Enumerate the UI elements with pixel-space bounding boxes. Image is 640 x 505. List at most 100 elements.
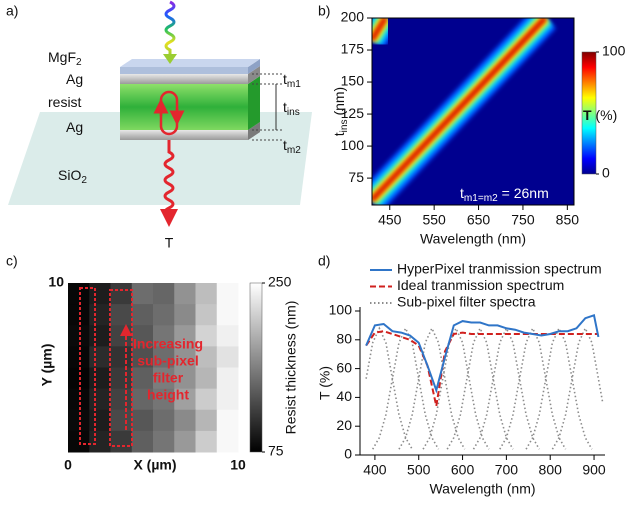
thickness-cell [89,388,111,411]
annotation: tm1=m2 = 26nm [460,185,549,204]
thickness-cell [195,388,218,411]
thickness-cell [174,388,196,411]
mgf2-right [248,59,260,74]
resonance-band [372,18,387,41]
x-axis-label: X (µm) [133,457,176,473]
y-axis-label: tins (nm) [331,87,350,136]
annotation-sub: m1=m2 [464,193,498,204]
y-axis-label-rest: (nm) [331,87,347,120]
y-axis-label: Y (µm) [39,344,55,387]
y-tick-label: 40 [336,388,352,404]
thickness-cell [216,346,239,368]
thickness-cell [110,283,133,305]
thickness-cell [195,430,218,453]
layer-label-main: Ag [66,119,83,135]
y-axis-label: T (%) [317,366,333,400]
thickness-label-main: t [283,71,287,87]
series-line [365,326,604,450]
thickness-label-main: t [283,99,287,115]
plot-frame [371,17,575,206]
thickness-label-sub: ins [287,107,300,118]
y-tick-label: 20 [336,417,352,433]
thickness-cell [216,304,239,326]
thickness-cell [131,388,154,411]
mgf2-top [120,59,260,67]
thickness-cell [110,346,133,368]
y-tick-label: 10 [48,274,64,290]
thickness-cell [216,388,239,411]
annotation-line: Increasing [133,336,203,352]
colorbar-tick-label: 0 [602,165,610,181]
thickness-label: tm1 [283,71,301,90]
thickness-cell [68,304,90,326]
y-tick-label: 125 [341,105,365,121]
y-tick-label: 0 [344,446,352,462]
y-tick-label: 175 [341,41,365,57]
colorbar-label: T (%) [583,107,617,123]
thickness-guides [252,73,282,141]
filter-outline [79,287,96,445]
thickness-label: tm2 [283,137,301,156]
panel-label: d) [318,253,330,269]
x-tick-label: 10 [230,457,246,473]
thickness-label-main: t [283,137,287,153]
thickness-cell [174,430,196,453]
x-axis-label: Wavelength (nm) [429,481,535,497]
thickness-cell [131,304,154,326]
y-tick-label: 100 [341,137,365,153]
panel-label: c) [6,253,18,269]
thickness-cell [153,367,175,390]
colorbar-label-rest: (%) [592,107,618,123]
bands [372,18,557,205]
x-tick-label: 750 [511,212,535,228]
y-tick-label: 80 [336,331,352,347]
thickness-cell [68,388,90,411]
thickness-cell [131,367,154,390]
y-tick-label: 60 [336,359,352,375]
thickness-cell [68,409,90,432]
panel-label: a) [6,3,18,19]
thickness-cell [110,388,133,411]
resist-right [248,76,260,130]
thickness-cell [89,304,111,326]
x-tick-label: 850 [556,212,580,228]
plot-lines [365,313,604,450]
colorbar-tick-label: 250 [268,274,292,290]
thickness-cell [68,346,90,368]
thickness-cell [89,346,111,368]
thickness-cell [153,325,175,347]
colorbar [249,282,263,453]
thickness-cell [89,430,111,453]
y-tick-label: 150 [341,73,365,89]
x-tick-label: 800 [539,462,563,478]
incident-arrowhead [163,54,177,64]
thickness-cell [174,325,196,347]
colorbar-label: Resist thickness (nm) [283,301,299,435]
thickness-cell [110,430,133,453]
thickness-cell [174,283,196,305]
thickness-cell [195,409,218,432]
colorbar [581,51,597,175]
thickness-cell [131,430,154,453]
ag-top-right [248,66,260,84]
panel-label: b) [318,3,330,19]
thickness-cell [195,283,218,305]
thickness-label-sub: m2 [287,145,301,156]
x-tick-label: 650 [467,212,491,228]
colorbar-tick-label: 75 [268,443,284,459]
y-axis-label-main: t [331,132,347,136]
colorbar-label-main: T [583,107,592,123]
layer-label-main: SiO [58,167,81,183]
layer-label: MgF2 [48,49,82,68]
x-tick-label: 900 [582,462,606,478]
layer-label: SiO2 [58,167,87,186]
thickness-cell [131,409,154,432]
output-label: T [165,235,174,251]
thickness-cell [174,346,196,368]
thickness-cell [131,283,154,305]
annotation-main: t [460,185,464,201]
ag-bottom-layer [120,130,248,140]
x-tick-label: 450 [378,212,402,228]
